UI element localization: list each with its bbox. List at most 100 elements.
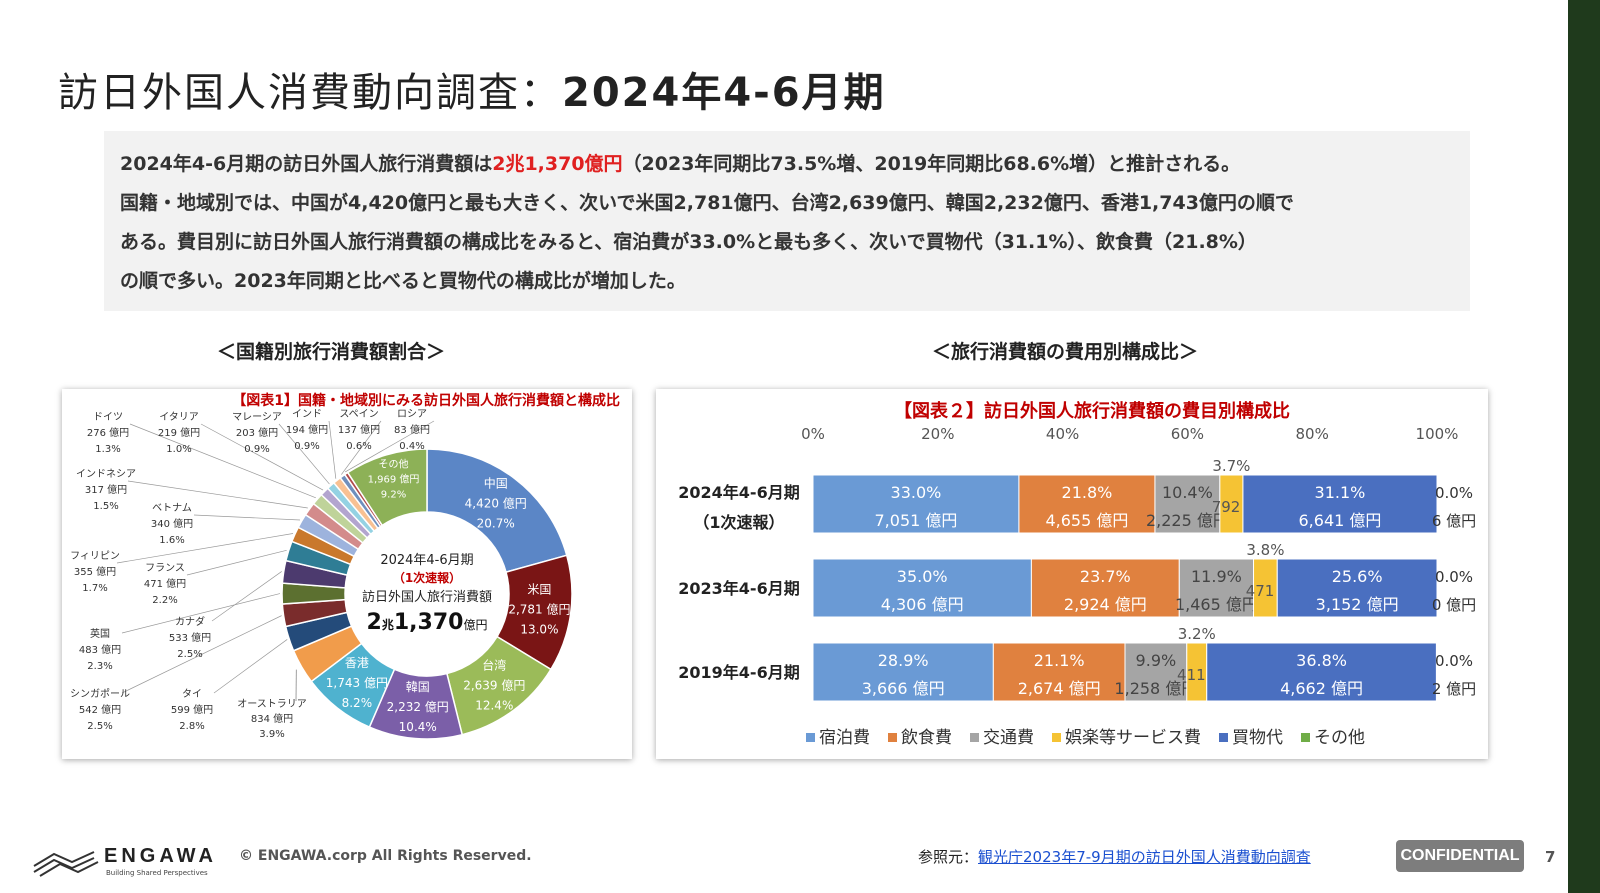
segment-pct-label: 21.1% xyxy=(1034,651,1085,670)
reference-link[interactable]: 観光庁2023年7-9月期の訪日外国人消費動向調査 xyxy=(978,848,1311,866)
bar-segment xyxy=(1206,642,1437,702)
pie-title: 【図表1】国籍・地域別にみる訪日外国人旅行消費額と構成比 xyxy=(232,392,620,409)
page-number: 7 xyxy=(1545,848,1556,866)
section-title-expense: ＜旅行消費額の費用別構成比＞ xyxy=(932,341,1199,363)
stacked-bar-chart: 【図表２】訪日外国人旅行消費額の費目別構成比 0% 20% 40% 60% 80% 100%… xyxy=(678,400,1476,748)
background-edge xyxy=(1568,0,1600,893)
confidential-badge: CONFIDENTIAL xyxy=(1396,840,1524,872)
segment-pct-label: 25.6% xyxy=(1332,567,1383,586)
leader-line xyxy=(193,514,301,521)
center-period: 2024年4-6月期 xyxy=(380,553,473,568)
bar-segment xyxy=(812,642,994,702)
leader-line xyxy=(344,420,435,473)
slice-label: 韓国 2,232 億円 10.4% xyxy=(387,680,449,734)
legend-label: 娯楽等サービス費 xyxy=(1065,728,1201,748)
page-title: 訪日外国人消費動向調査：2024年4-6月期 xyxy=(58,70,886,116)
segment-pct-label: 35.0% xyxy=(897,567,948,586)
summary-box: 2024年4-6月期の訪日外国人旅行消費額は2兆1,370億円（2023年同期比… xyxy=(104,131,1470,311)
bar-chart-panel: 【図表２】訪日外国人旅行消費額の費目別構成比 0% 20% 40% 60% 80% 100%… xyxy=(656,389,1488,759)
slice-label: ドイツ 276 億円 1.3% xyxy=(87,412,129,455)
slice-label: カナダ 533 億円 2.5% xyxy=(169,615,211,660)
bar-segment xyxy=(1276,558,1438,618)
category-label: 2023年4-6月期 xyxy=(678,579,799,598)
section-title-country: ＜国籍別旅行消費額割合＞ xyxy=(217,341,446,363)
reference: 参照元：観光庁2023年7-9月期の訪日外国人消費動向調査 xyxy=(918,846,1311,867)
legend-label: 交通費 xyxy=(983,728,1034,748)
leader-line xyxy=(121,615,282,694)
center-caption: 訪日外国人旅行消費額 xyxy=(362,589,492,605)
slice-label: ベトナム 340 億円 1.6% xyxy=(151,502,193,546)
leader-line xyxy=(200,423,324,491)
leader-line xyxy=(328,420,337,479)
x-tick-label: 80% xyxy=(1296,425,1329,443)
bar-segment xyxy=(1178,558,1255,618)
bar-segment xyxy=(1154,474,1221,534)
leader-line xyxy=(116,533,294,564)
segment-amount-label: 2,225 億円 xyxy=(1146,511,1229,530)
segment-pct-label: 31.1% xyxy=(1315,483,1366,502)
legend-label: 飲食費 xyxy=(901,728,952,748)
x-tick-label: 60% xyxy=(1171,425,1204,443)
category-sublabel: （1次速報） xyxy=(693,513,784,532)
legend-swatch xyxy=(1219,733,1228,742)
summary-line-4: の順で多い。2023年同期と比べると買物代の構成比が増加した。 xyxy=(120,270,686,292)
bar-segment xyxy=(992,642,1126,702)
slice-label: 英国 483 億円 2.3% xyxy=(79,627,121,672)
slice-label: スペイン 137 億円 0.6% xyxy=(338,409,380,452)
engawa-logo: ENGAWA Building Shared Perspectives xyxy=(32,844,222,882)
leader-line xyxy=(186,549,287,576)
slice-label: フィリピン 355 億円 1.7% xyxy=(70,550,120,594)
segment-amount-label: 3,152 億円 xyxy=(1316,595,1399,614)
slice-label: インド 194 億円 0.9% xyxy=(286,409,328,452)
legend-swatch xyxy=(1301,733,1310,742)
slice-label: その他 1,969 億円 9.2% xyxy=(368,457,420,500)
slice-label: 台湾 2,639 億円 12.4% xyxy=(463,657,525,712)
leader-line xyxy=(129,423,316,499)
leader-line xyxy=(341,420,382,475)
bar-segment xyxy=(812,558,1032,618)
slice-label: タイ 599 億円 2.8% xyxy=(171,688,213,732)
segment-amount-label: 3,666 億円 xyxy=(862,679,945,698)
slice-label: オーストラリア 834 億円 3.9% xyxy=(237,698,307,740)
segment-pct-label: 33.0% xyxy=(891,483,942,502)
segment-amount-label: 6,641 億円 xyxy=(1299,511,1382,530)
segment-pct-label: 21.8% xyxy=(1062,483,1113,502)
center-total: 2兆1,370億円 xyxy=(367,610,488,635)
segment-pct-label: 11.9% xyxy=(1191,567,1242,586)
x-tick-label: 100% xyxy=(1416,425,1459,443)
summary-line-2: 国籍・地域別では、中国が4,420億円と最も大きく、次いで米国2,781億円、台… xyxy=(120,192,1294,214)
segment-pct-label: 3.7% xyxy=(1212,457,1250,475)
category-label: 2024年4-6月期 xyxy=(678,483,799,502)
segment-amount-label: 4,655 億円 xyxy=(1045,511,1128,530)
slice-label: シンガポール 542 億円 2.5% xyxy=(70,688,130,732)
segment-amount-label: 2 億円 xyxy=(1432,680,1476,698)
pie-slice xyxy=(346,448,428,527)
slice-label: 香港 1,743 億円 8.2% xyxy=(326,656,388,710)
leader-line xyxy=(278,423,330,485)
summary-line-1: 2024年4-6月期の訪日外国人旅行消費額は2兆1,370億円（2023年同期比… xyxy=(120,153,1241,175)
leader-line xyxy=(211,571,282,622)
segment-amount-label: 4,662 億円 xyxy=(1280,679,1363,698)
logo-brand: ENGAWA xyxy=(104,845,217,867)
segment-pct-label: 23.7% xyxy=(1080,567,1131,586)
segment-pct-label: 10.4% xyxy=(1162,483,1213,502)
segment-amount-label: 4,306 億円 xyxy=(881,595,964,614)
segment-amount-label: 1,465 億円 xyxy=(1175,595,1258,614)
segment-pct-label: 3.8% xyxy=(1246,541,1284,559)
copyright: © ENGAWA.corp All Rights Reserved. xyxy=(239,848,532,864)
slice-label: インドネシア 317 億円 1.5% xyxy=(76,468,136,512)
segment-amount-label: 2,924 億円 xyxy=(1064,595,1147,614)
segment-amount-label: 7,051 億円 xyxy=(875,511,958,530)
pie-chart-panel: 【図表1】国籍・地域別にみる訪日外国人旅行消費額と構成比 中国 4,420 億円 20… xyxy=(62,389,632,759)
center-flag: （1次速報） xyxy=(393,570,461,585)
logo-mark-icon: ENGAWA Building Shared Perspectives xyxy=(33,845,217,877)
legend-swatch xyxy=(806,733,815,742)
segment-pct-label: 36.8% xyxy=(1296,651,1347,670)
segment-amount-label: 1,258 億円 xyxy=(1114,679,1197,698)
legend-swatch xyxy=(888,733,897,742)
leader-line xyxy=(127,480,308,509)
x-tick-label: 20% xyxy=(921,425,954,443)
leader-line xyxy=(121,593,281,634)
summary-line-3: ある。費目別に訪日外国人旅行消費額の構成比をみると、宿泊費が33.0%と最も多く… xyxy=(120,231,1257,253)
segment-amount-label: 2,674 億円 xyxy=(1018,679,1101,698)
